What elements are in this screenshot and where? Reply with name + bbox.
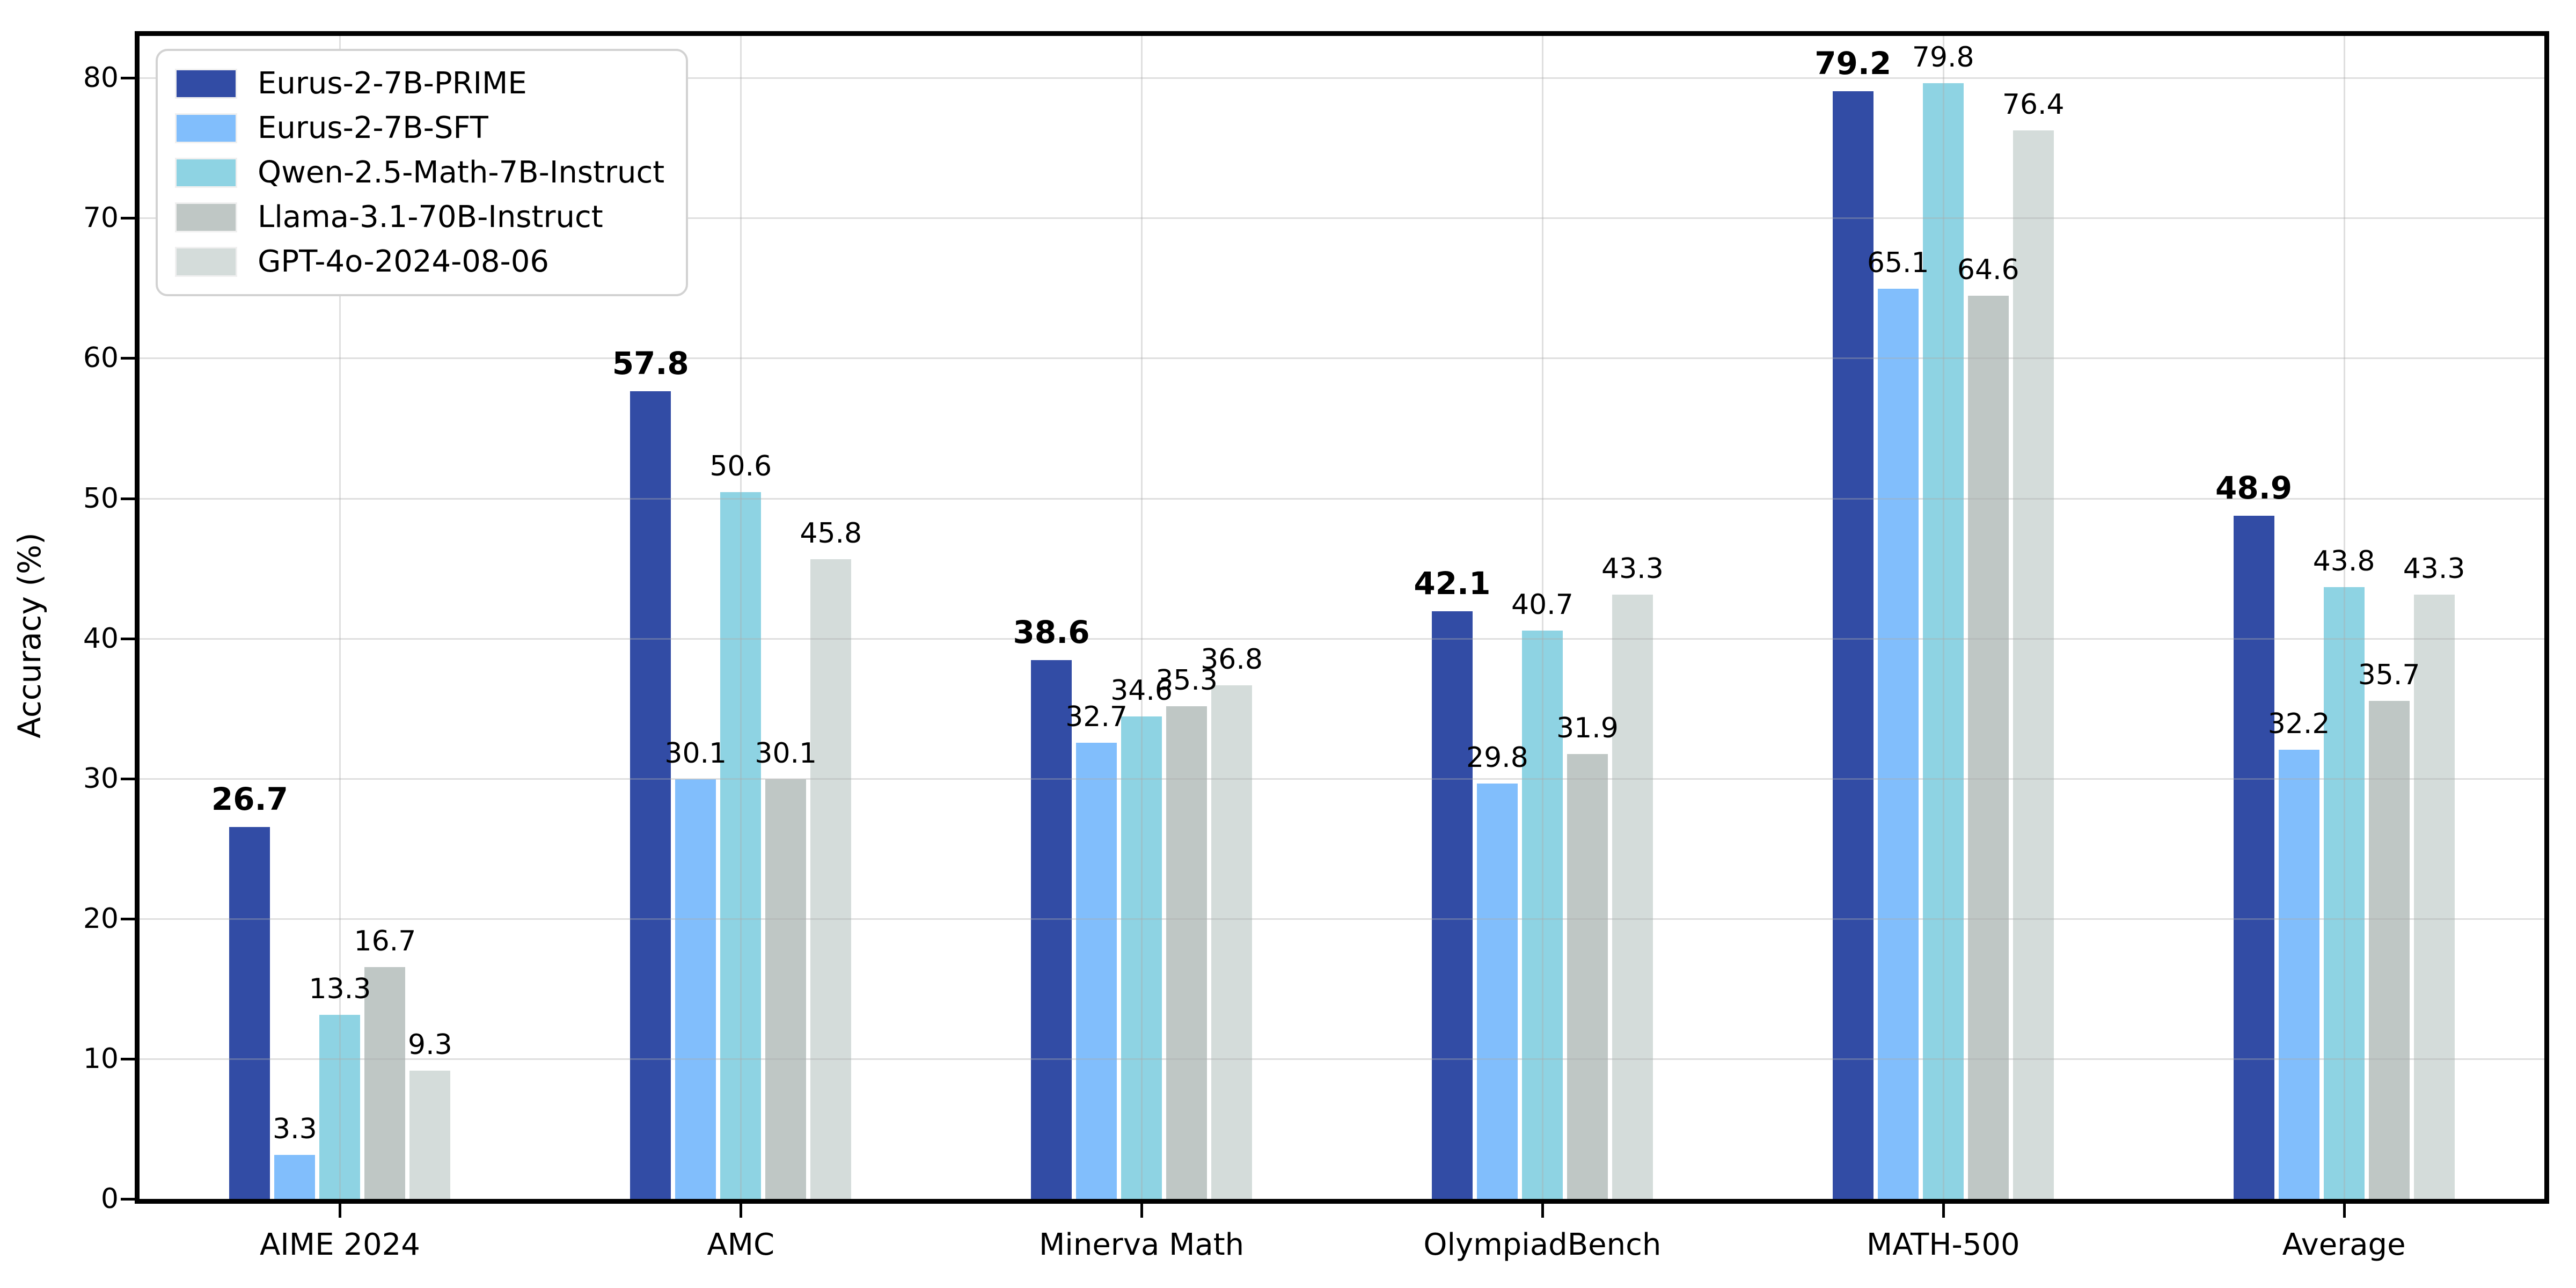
legend-swatch	[175, 202, 237, 232]
bar-llama-3-1-70b-instruct	[1164, 704, 1210, 1199]
bar-eurus-2-7b-sft	[272, 1152, 318, 1199]
legend-label: Eurus-2-7B-SFT	[258, 111, 488, 145]
bar-eurus-2-7b-sft	[1875, 287, 1921, 1199]
y-tick-mark	[121, 1057, 135, 1060]
bar-llama-3-1-70b-instruct	[2366, 698, 2412, 1199]
legend-item: Llama-3.1-70B-Instruct	[175, 200, 664, 235]
y-tick-label: 20	[83, 902, 119, 935]
y-tick-label: 50	[83, 482, 119, 515]
y-tick-label: 40	[83, 622, 119, 655]
legend-label: GPT-4o-2024-08-06	[258, 244, 550, 279]
bar-eurus-2-7b-prime	[1029, 658, 1074, 1199]
bar-eurus-2-7b-sft	[1074, 741, 1119, 1199]
bar-eurus-2-7b-sft	[2276, 748, 2322, 1199]
bar-eurus-2-7b-sft	[673, 777, 719, 1199]
bars-layer	[140, 36, 2544, 1199]
legend-item: Eurus-2-7B-PRIME	[175, 66, 664, 101]
bar-qwen-2-5-math-7b-instruct	[718, 489, 764, 1199]
y-tick-mark	[121, 637, 135, 640]
y-tick-label: 60	[83, 342, 119, 375]
bar-llama-3-1-70b-instruct	[1965, 294, 2011, 1199]
legend-label: Qwen-2.5-Math-7B-Instruct	[258, 155, 665, 190]
legend-label: Eurus-2-7B-PRIME	[258, 66, 527, 101]
bar-eurus-2-7b-prime	[1830, 89, 1876, 1199]
bar-llama-3-1-70b-instruct	[763, 777, 809, 1199]
y-tick-mark	[121, 77, 135, 80]
bar-llama-3-1-70b-instruct	[362, 965, 408, 1199]
bar-gpt-4o-2024-08-06	[1209, 683, 1255, 1199]
legend-swatch	[175, 113, 237, 143]
legend-swatch	[175, 157, 237, 188]
y-tick-mark	[121, 217, 135, 220]
bar-qwen-2-5-math-7b-instruct	[1119, 714, 1165, 1199]
y-tick-label: 80	[83, 62, 119, 94]
x-category-label: OlympiadBench	[1423, 1227, 1662, 1262]
x-category-label: MATH-500	[1866, 1227, 2020, 1262]
bar-gpt-4o-2024-08-06	[407, 1069, 453, 1199]
bar-gpt-4o-2024-08-06	[1609, 592, 1655, 1199]
bar-qwen-2-5-math-7b-instruct	[1519, 628, 1565, 1199]
legend: Eurus-2-7B-PRIME Eurus-2-7B-SFT Qwen-2.5-M…	[156, 49, 689, 296]
y-tick-label: 30	[83, 762, 119, 795]
y-tick-mark	[121, 497, 135, 500]
legend-swatch	[175, 68, 237, 99]
x-tick-mark	[2343, 1204, 2346, 1218]
y-tick-mark	[121, 917, 135, 920]
legend-item: Eurus-2-7B-SFT	[175, 111, 664, 145]
bar-qwen-2-5-math-7b-instruct	[317, 1012, 363, 1199]
y-tick-mark	[121, 357, 135, 360]
bar-llama-3-1-70b-instruct	[1564, 752, 1610, 1199]
bar-eurus-2-7b-prime	[1429, 609, 1475, 1199]
x-category-label: AMC	[707, 1227, 775, 1262]
x-tick-mark	[1541, 1204, 1544, 1218]
legend-item: GPT-4o-2024-08-06	[175, 244, 664, 279]
y-tick-label: 70	[83, 202, 119, 235]
x-tick-mark	[1140, 1204, 1144, 1218]
bar-gpt-4o-2024-08-06	[2411, 592, 2457, 1199]
bar-gpt-4o-2024-08-06	[2010, 128, 2056, 1199]
y-tick-mark	[121, 777, 135, 780]
plot-area: 26.7 3.3 13.3 16.7 9.3 57.8 30.1 50.6 30.1 45.8 38…	[135, 31, 2549, 1204]
bar-eurus-2-7b-prime	[2231, 514, 2277, 1199]
bar-eurus-2-7b-prime	[227, 824, 273, 1199]
legend-item: Qwen-2.5-Math-7B-Instruct	[175, 155, 664, 190]
legend-label: Llama-3.1-70B-Instruct	[258, 200, 603, 235]
bar-eurus-2-7b-sft	[1474, 781, 1520, 1199]
bar-qwen-2-5-math-7b-instruct	[1920, 80, 1966, 1199]
y-tick-label: 0	[100, 1183, 119, 1215]
legend-swatch	[175, 246, 237, 277]
x-category-label: Minerva Math	[1038, 1227, 1245, 1262]
x-tick-mark	[740, 1204, 743, 1218]
bar-eurus-2-7b-prime	[628, 389, 674, 1199]
bar-qwen-2-5-math-7b-instruct	[2321, 585, 2367, 1199]
x-tick-mark	[1942, 1204, 1945, 1218]
y-tick-mark	[121, 1198, 135, 1201]
x-category-label: AIME 2024	[259, 1227, 420, 1262]
x-tick-mark	[339, 1204, 342, 1218]
y-tick-label: 10	[83, 1042, 119, 1075]
bar-gpt-4o-2024-08-06	[808, 557, 854, 1199]
x-category-label: Average	[2282, 1227, 2406, 1262]
